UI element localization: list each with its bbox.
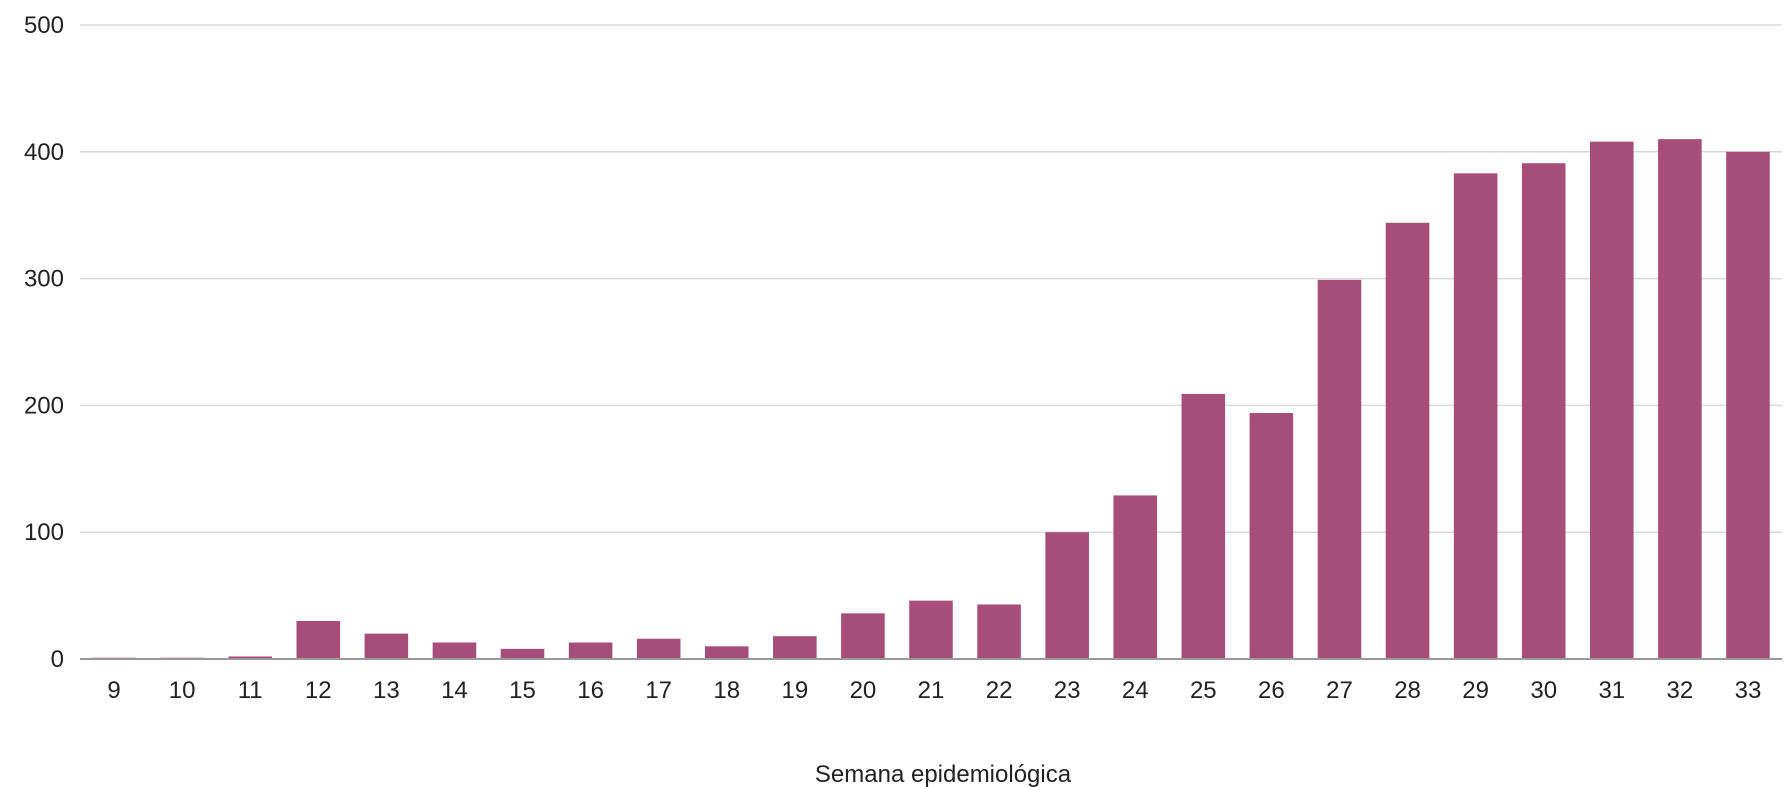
y-tick-label: 400 xyxy=(24,139,64,166)
x-tick-label: 27 xyxy=(1326,677,1353,704)
bar-week-17 xyxy=(636,638,681,659)
x-tick-label: 23 xyxy=(1054,677,1081,704)
x-tick-label: 22 xyxy=(986,677,1013,704)
bar-week-28 xyxy=(1385,222,1430,660)
x-tick-label: 13 xyxy=(373,677,400,704)
bar-week-11 xyxy=(228,656,272,659)
x-tick-label: 28 xyxy=(1394,677,1421,704)
x-tick-label: 20 xyxy=(850,677,877,704)
bar-week-12 xyxy=(296,620,341,659)
x-tick-label: 33 xyxy=(1735,677,1762,704)
bar-week-15 xyxy=(500,648,545,659)
x-tick-label: 21 xyxy=(918,677,945,704)
bar-week-20 xyxy=(841,613,885,659)
y-tick-label: 100 xyxy=(24,519,64,546)
x-tick-label: 17 xyxy=(645,677,672,704)
bar-week-18 xyxy=(704,646,749,659)
x-tick-label: 19 xyxy=(781,677,808,704)
x-tick-label: 11 xyxy=(238,677,263,704)
gridlines xyxy=(80,24,1782,533)
bar-week-23 xyxy=(1045,532,1089,659)
bar-week-25 xyxy=(1181,393,1226,659)
bar-week-22 xyxy=(977,604,1021,659)
x-tick-label: 32 xyxy=(1667,677,1694,704)
bar-week-24 xyxy=(1113,495,1158,659)
bar-week-32 xyxy=(1658,139,1702,659)
bar-week-31 xyxy=(1590,141,1634,659)
x-tick-label: 12 xyxy=(305,677,332,704)
x-tick-label: 25 xyxy=(1190,677,1217,704)
x-tick-label: 24 xyxy=(1122,677,1149,704)
x-tick-label: 29 xyxy=(1462,677,1489,704)
x-tick-label: 16 xyxy=(577,677,604,704)
x-axis-title: Semana epidemiológica xyxy=(815,761,1072,787)
x-tick-label: 10 xyxy=(169,677,196,704)
x-tick-label: 15 xyxy=(509,677,536,704)
bar-week-19 xyxy=(773,636,817,659)
x-tick-label: 31 xyxy=(1598,677,1625,704)
bar-week-16 xyxy=(568,642,613,659)
y-tick-label: 200 xyxy=(24,392,64,419)
x-tick-label: 9 xyxy=(107,677,120,704)
y-tick-label: 0 xyxy=(51,646,64,673)
x-tick-label: 14 xyxy=(441,677,468,704)
x-tick-label: 18 xyxy=(713,677,740,704)
y-axis-ticks: 0 100 200 300 400 500 xyxy=(24,12,64,673)
bar-week-21 xyxy=(909,600,953,659)
x-axis-ticks: 9 10 11 12 13 14 15 16 17 18 19 20 21 22 23 24 25 26 27 28 2… xyxy=(107,677,1761,704)
bars xyxy=(92,139,1770,660)
bar-week-33 xyxy=(1726,151,1770,660)
x-tick-label: 30 xyxy=(1530,677,1557,704)
bar-week-14 xyxy=(432,642,477,659)
x-tick-label: 26 xyxy=(1258,677,1285,704)
y-tick-label: 300 xyxy=(24,266,64,293)
bar-week-26 xyxy=(1249,413,1294,659)
bar-week-30 xyxy=(1521,163,1566,659)
bar-week-13 xyxy=(364,633,409,659)
bar-week-29 xyxy=(1453,173,1498,659)
y-tick-label: 500 xyxy=(24,12,64,39)
bar-week-27 xyxy=(1317,279,1362,659)
